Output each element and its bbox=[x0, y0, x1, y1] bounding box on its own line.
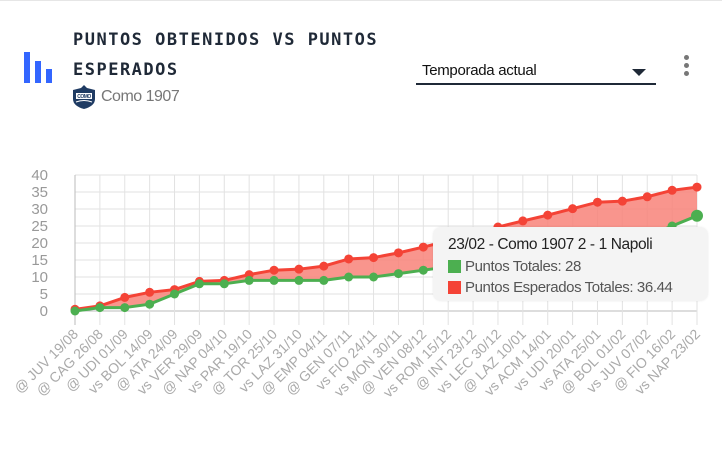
data-point bbox=[369, 272, 379, 282]
chart-tooltip: 23/02 - Como 1907 2 - 1 Napoli Puntos To… bbox=[433, 227, 708, 301]
team-name: Como 1907 bbox=[101, 88, 180, 105]
data-point bbox=[568, 204, 578, 214]
tooltip-row-total: Puntos Totales: 28 bbox=[448, 258, 581, 275]
data-point bbox=[70, 306, 80, 316]
y-tick-label: 35 bbox=[31, 184, 48, 201]
data-point bbox=[543, 210, 553, 220]
bar-chart-icon bbox=[24, 52, 52, 83]
season-select-value: Temporada actual bbox=[422, 62, 537, 79]
data-point bbox=[145, 299, 155, 309]
data-point bbox=[95, 303, 105, 313]
data-point bbox=[219, 279, 229, 289]
data-point bbox=[294, 275, 304, 285]
y-tick-label: 25 bbox=[31, 218, 48, 235]
y-tick-label: 5 bbox=[40, 286, 48, 303]
data-point bbox=[518, 216, 528, 226]
como-crest-icon: COMO bbox=[73, 85, 95, 109]
data-point bbox=[194, 279, 204, 289]
team-label: COMO Como 1907 bbox=[72, 84, 180, 110]
data-point bbox=[120, 292, 130, 302]
data-point bbox=[418, 242, 428, 252]
page-title: PUNTOS OBTENIDOS VS PUNTOS ESPERADOS bbox=[73, 30, 379, 80]
legend-swatch-green bbox=[448, 260, 461, 273]
data-point bbox=[393, 248, 403, 258]
y-tick-label: 15 bbox=[31, 252, 48, 269]
data-point bbox=[170, 289, 180, 299]
data-point bbox=[269, 275, 279, 285]
data-point bbox=[369, 253, 379, 263]
data-point bbox=[120, 303, 130, 313]
legend-swatch-red bbox=[448, 281, 461, 294]
data-point bbox=[691, 209, 703, 222]
data-point bbox=[692, 182, 702, 192]
svg-text:COMO: COMO bbox=[77, 94, 91, 100]
data-point bbox=[145, 287, 155, 297]
data-point bbox=[667, 185, 677, 195]
tooltip-label: Puntos Esperados Totales: 36.44 bbox=[465, 279, 673, 296]
y-tick-label: 0 bbox=[40, 303, 48, 320]
season-select[interactable]: Temporada actual bbox=[416, 59, 656, 85]
chevron-down-icon bbox=[632, 69, 646, 76]
tooltip-row-expected: Puntos Esperados Totales: 36.44 bbox=[448, 279, 673, 296]
data-point bbox=[269, 265, 279, 275]
y-tick-label: 10 bbox=[31, 269, 48, 286]
data-point bbox=[642, 192, 652, 202]
data-point bbox=[393, 269, 403, 279]
data-point bbox=[344, 272, 354, 282]
y-tick-label: 20 bbox=[31, 235, 48, 252]
tooltip-title: 23/02 - Como 1907 2 - 1 Napoli bbox=[448, 236, 653, 253]
data-point bbox=[418, 265, 428, 275]
y-tick-label: 30 bbox=[31, 201, 48, 218]
tooltip-label: Puntos Totales: 28 bbox=[465, 258, 581, 275]
data-point bbox=[319, 261, 329, 271]
data-point bbox=[344, 254, 354, 264]
data-point bbox=[319, 275, 329, 285]
y-tick-label: 40 bbox=[31, 167, 48, 184]
data-point bbox=[592, 197, 602, 207]
data-point bbox=[294, 264, 304, 274]
data-point bbox=[617, 196, 627, 206]
more-vertical-icon[interactable] bbox=[680, 55, 692, 79]
data-point bbox=[244, 275, 254, 285]
